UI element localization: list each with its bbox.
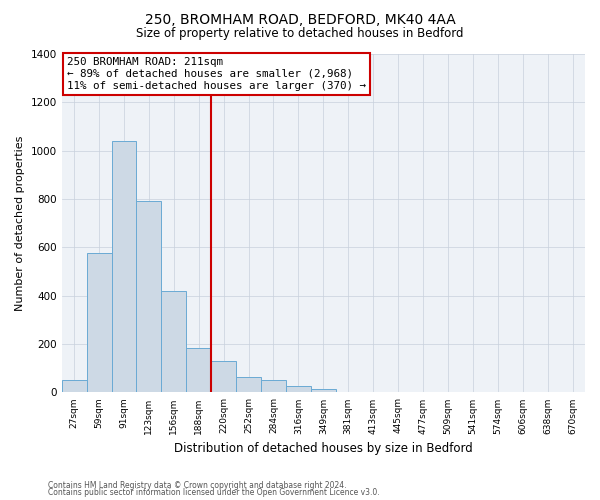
Bar (161, 291, 186, 392)
Bar (86, 254, 112, 392)
Bar (136, 202, 161, 392)
Text: Contains public sector information licensed under the Open Government Licence v3: Contains public sector information licen… (48, 488, 380, 497)
Text: Size of property relative to detached houses in Bedford: Size of property relative to detached ho… (136, 28, 464, 40)
Text: Contains HM Land Registry data © Crown copyright and database right 2024.: Contains HM Land Registry data © Crown c… (48, 480, 347, 490)
Bar (311, 389, 336, 392)
Bar (112, 141, 136, 393)
Bar (236, 378, 261, 392)
X-axis label: Distribution of detached houses by size in Bedford: Distribution of detached houses by size … (174, 442, 473, 455)
Bar (62, 380, 86, 392)
Text: 250, BROMHAM ROAD, BEDFORD, MK40 4AA: 250, BROMHAM ROAD, BEDFORD, MK40 4AA (145, 12, 455, 26)
Bar (186, 348, 211, 393)
Bar (211, 361, 236, 392)
Y-axis label: Number of detached properties: Number of detached properties (15, 136, 25, 311)
Text: 250 BROMHAM ROAD: 211sqm
← 89% of detached houses are smaller (2,968)
11% of sem: 250 BROMHAM ROAD: 211sqm ← 89% of detach… (67, 58, 366, 90)
Bar (286, 386, 311, 392)
Bar (261, 380, 286, 392)
